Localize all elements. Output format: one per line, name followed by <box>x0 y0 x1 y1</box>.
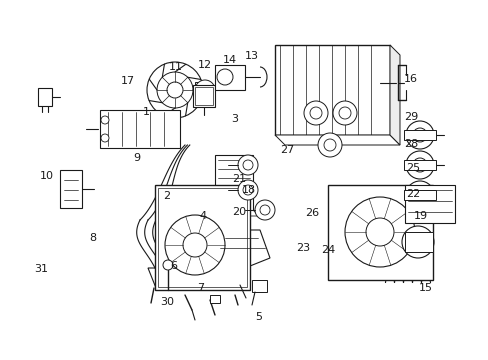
Polygon shape <box>274 135 399 145</box>
Circle shape <box>309 107 321 119</box>
Circle shape <box>412 158 426 172</box>
Text: 13: 13 <box>244 51 258 61</box>
Bar <box>403 160 435 170</box>
Polygon shape <box>389 45 399 145</box>
Bar <box>158 188 246 287</box>
Bar <box>404 185 454 223</box>
Bar <box>100 110 180 148</box>
Circle shape <box>147 62 203 118</box>
Circle shape <box>332 101 356 125</box>
Circle shape <box>304 101 327 125</box>
Circle shape <box>345 197 414 267</box>
Text: 9: 9 <box>133 153 140 163</box>
Circle shape <box>101 116 109 124</box>
Text: 23: 23 <box>296 243 309 253</box>
Bar <box>215 65 244 90</box>
Text: 25: 25 <box>406 163 419 174</box>
Text: 16: 16 <box>403 74 417 84</box>
Bar <box>60 170 82 208</box>
Text: 2: 2 <box>163 191 169 201</box>
Text: 29: 29 <box>403 112 417 122</box>
Circle shape <box>412 188 426 202</box>
Circle shape <box>167 82 183 98</box>
Polygon shape <box>215 230 269 270</box>
Bar <box>193 85 215 107</box>
Bar <box>209 295 220 303</box>
Text: 1: 1 <box>143 107 150 117</box>
Text: 15: 15 <box>418 283 431 293</box>
Text: 28: 28 <box>403 139 417 149</box>
Bar <box>155 185 249 290</box>
Bar <box>195 82 209 98</box>
Bar <box>38 88 52 106</box>
Circle shape <box>243 185 252 195</box>
Bar <box>404 232 432 252</box>
Text: 26: 26 <box>305 208 318 218</box>
Text: 17: 17 <box>121 76 135 86</box>
Circle shape <box>412 128 426 142</box>
Bar <box>403 130 435 140</box>
Text: 31: 31 <box>35 264 48 274</box>
Text: 24: 24 <box>321 245 335 255</box>
Bar <box>195 87 213 105</box>
Circle shape <box>401 226 433 258</box>
Text: 4: 4 <box>199 211 206 221</box>
Circle shape <box>243 160 252 170</box>
Circle shape <box>260 205 269 215</box>
Circle shape <box>238 155 258 175</box>
Circle shape <box>365 218 393 246</box>
Circle shape <box>164 215 224 275</box>
Text: 8: 8 <box>89 233 96 243</box>
Circle shape <box>405 121 433 149</box>
Text: 12: 12 <box>197 60 211 70</box>
Circle shape <box>217 69 232 85</box>
Circle shape <box>317 133 341 157</box>
Circle shape <box>324 139 335 151</box>
Text: 14: 14 <box>223 55 236 66</box>
Circle shape <box>195 80 215 100</box>
Text: 18: 18 <box>242 185 256 195</box>
Circle shape <box>238 180 258 200</box>
Circle shape <box>405 151 433 179</box>
Text: 7: 7 <box>197 283 203 293</box>
Circle shape <box>254 200 274 220</box>
Text: 11: 11 <box>169 62 183 72</box>
Circle shape <box>157 72 193 108</box>
Text: 6: 6 <box>170 261 177 271</box>
Polygon shape <box>148 268 160 288</box>
Bar <box>274 45 389 135</box>
Bar <box>403 190 435 200</box>
Text: 27: 27 <box>280 145 294 156</box>
Circle shape <box>405 181 433 209</box>
Text: 5: 5 <box>255 312 262 322</box>
Circle shape <box>338 107 350 119</box>
Bar <box>327 185 432 280</box>
Text: 19: 19 <box>413 211 427 221</box>
Text: 20: 20 <box>232 207 246 217</box>
Text: 10: 10 <box>40 171 53 181</box>
Bar <box>215 155 252 210</box>
Text: 22: 22 <box>405 189 420 199</box>
Bar <box>251 280 266 292</box>
Circle shape <box>163 260 173 270</box>
Text: 21: 21 <box>232 174 246 184</box>
Polygon shape <box>215 210 259 216</box>
Text: 3: 3 <box>231 114 238 124</box>
Text: 30: 30 <box>160 297 174 307</box>
Circle shape <box>101 134 109 142</box>
Circle shape <box>183 233 206 257</box>
